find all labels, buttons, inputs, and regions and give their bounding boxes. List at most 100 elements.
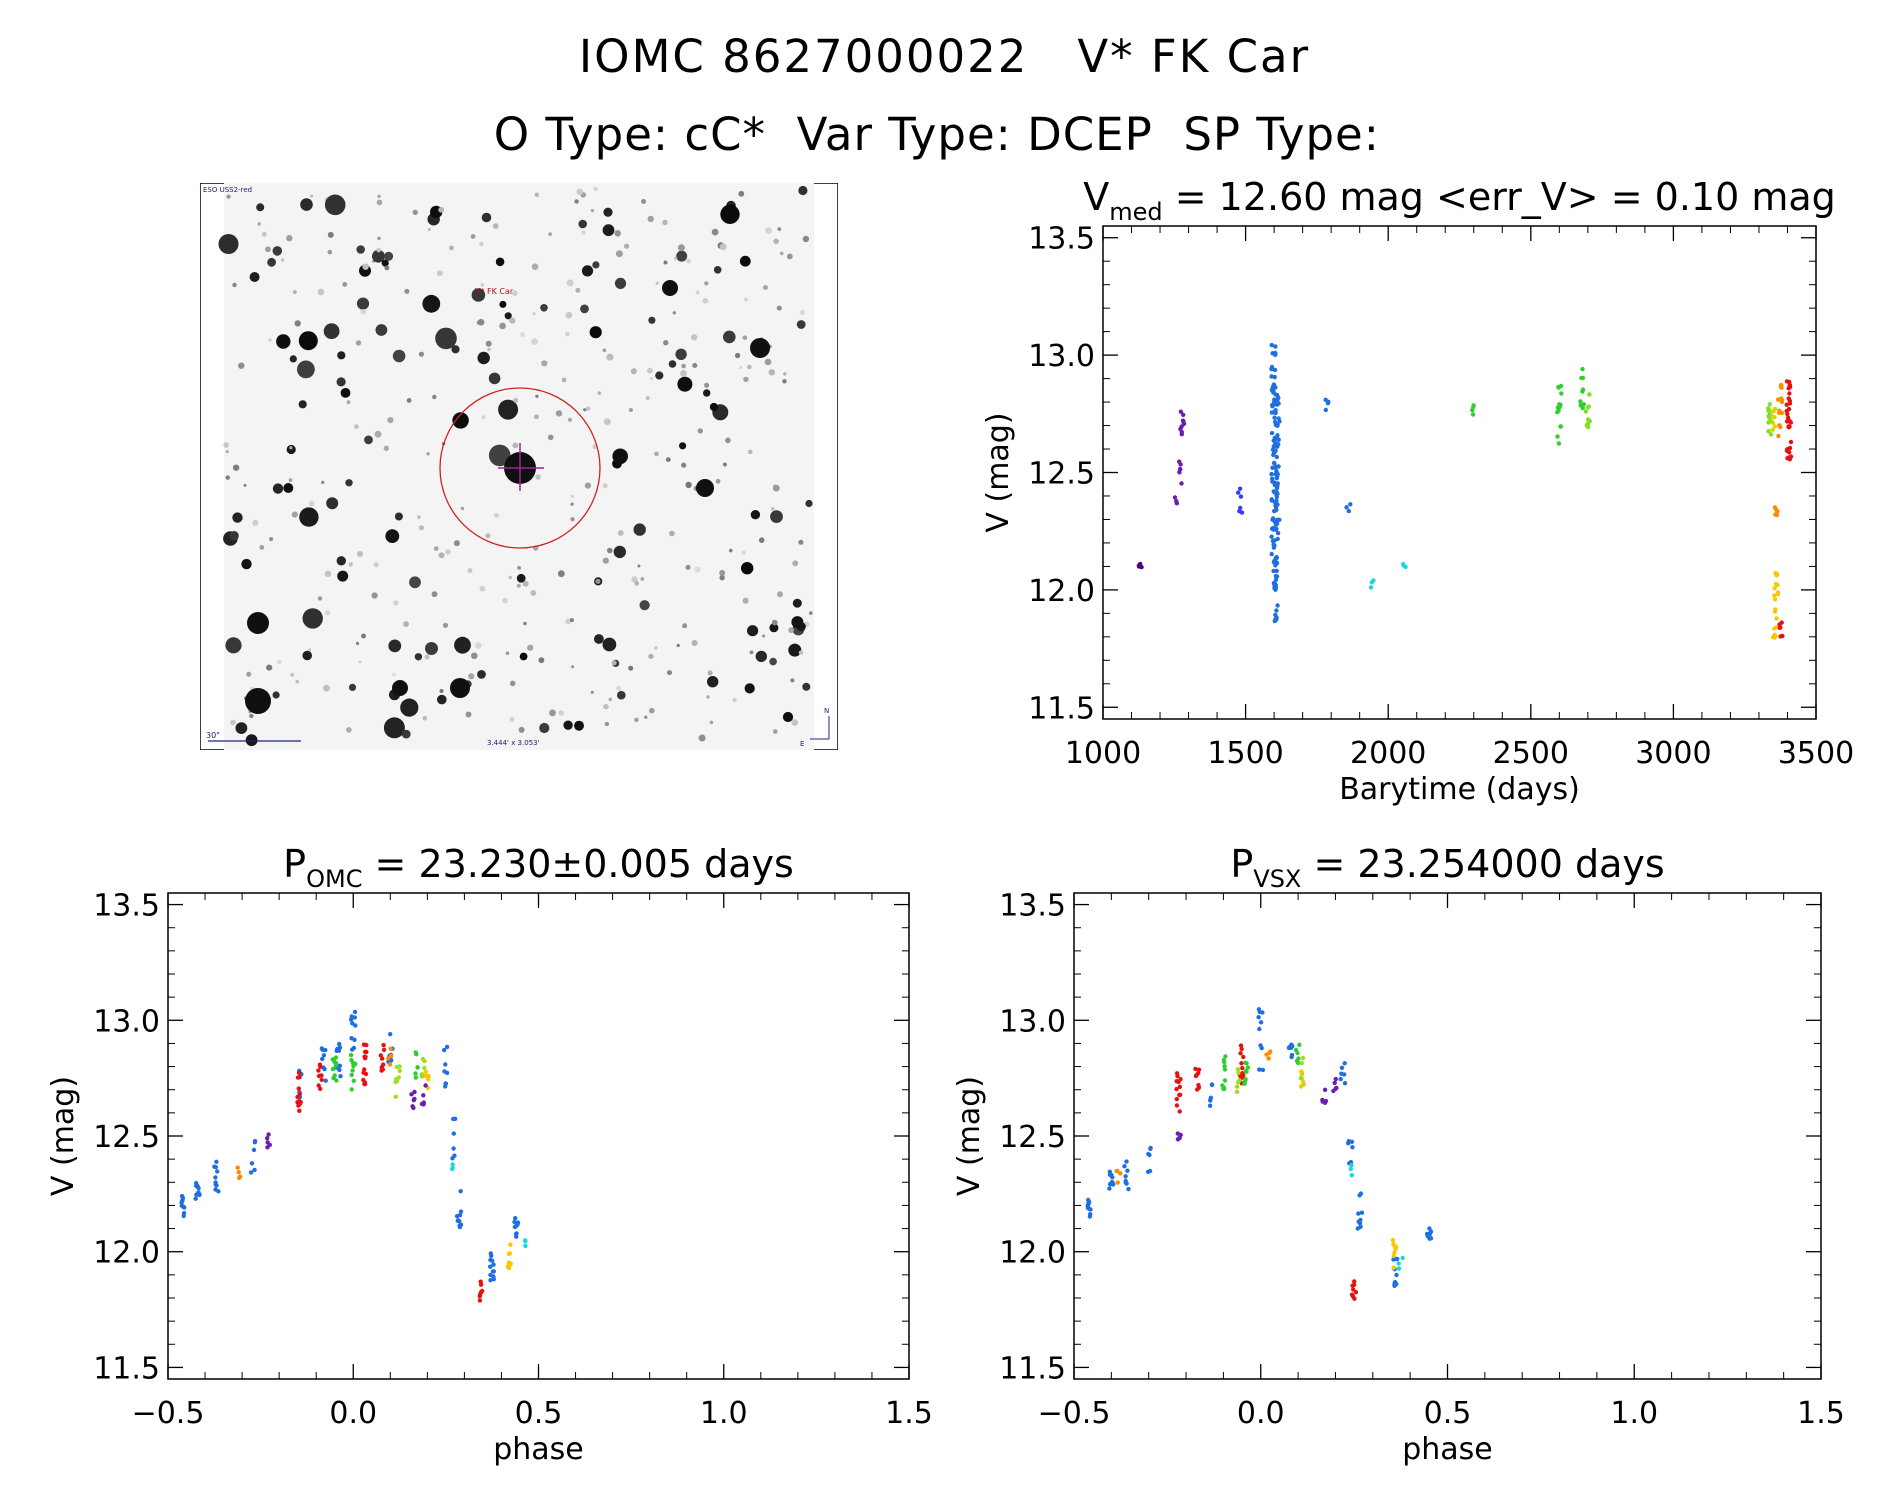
star bbox=[704, 382, 710, 388]
data-point bbox=[1270, 516, 1276, 521]
series-s10 bbox=[1772, 382, 1785, 518]
star bbox=[381, 259, 389, 267]
y-tick-label: 12.5 bbox=[1028, 457, 1095, 492]
star bbox=[578, 219, 587, 229]
data-point bbox=[1222, 1059, 1227, 1065]
star bbox=[385, 529, 400, 543]
data-point bbox=[1356, 1211, 1361, 1216]
star bbox=[360, 309, 366, 315]
data-point bbox=[1768, 432, 1774, 437]
data-point bbox=[1774, 511, 1779, 516]
data-point bbox=[523, 1243, 528, 1249]
star bbox=[384, 251, 394, 261]
data-point bbox=[444, 1044, 450, 1050]
lightcurve-chart: 1000 1500 2000 2500 3000 3500 11.5 12.0 12.5 13.0… bbox=[981, 175, 1854, 807]
data-point bbox=[396, 1075, 401, 1080]
data-point bbox=[1087, 1206, 1092, 1212]
star bbox=[259, 545, 265, 550]
star bbox=[249, 272, 260, 282]
star bbox=[534, 192, 539, 197]
data-point bbox=[1179, 432, 1184, 437]
star bbox=[297, 360, 315, 379]
data-point bbox=[1269, 430, 1275, 436]
data-point bbox=[1269, 364, 1275, 370]
y-axis-label: V (mag) bbox=[952, 1076, 987, 1196]
star bbox=[665, 457, 671, 462]
data-point bbox=[443, 1062, 448, 1067]
data-point bbox=[1110, 1180, 1115, 1185]
y-tick-label: 11.5 bbox=[999, 1351, 1066, 1386]
data-point bbox=[1107, 1186, 1112, 1191]
data-point bbox=[319, 1073, 324, 1078]
data-point bbox=[1086, 1197, 1091, 1203]
data-point bbox=[394, 1079, 400, 1084]
data-point bbox=[491, 1262, 496, 1267]
data-point bbox=[1322, 1100, 1328, 1105]
star bbox=[276, 334, 291, 349]
data-point bbox=[1275, 423, 1280, 428]
data-point bbox=[1557, 404, 1563, 410]
data-point bbox=[426, 1077, 431, 1082]
series-p-red bbox=[295, 1042, 485, 1303]
data-point bbox=[318, 1086, 323, 1091]
star bbox=[485, 533, 491, 539]
data-point bbox=[1222, 1067, 1228, 1072]
data-point bbox=[1325, 401, 1331, 406]
data-point bbox=[351, 1078, 356, 1083]
star bbox=[406, 398, 412, 403]
star bbox=[362, 263, 369, 270]
data-point bbox=[1244, 1061, 1249, 1066]
star bbox=[765, 227, 772, 234]
star bbox=[615, 250, 623, 258]
data-point bbox=[1269, 342, 1274, 348]
data-point bbox=[251, 1147, 257, 1153]
data-point bbox=[1784, 448, 1790, 453]
data-point bbox=[193, 1196, 198, 1201]
data-point bbox=[1239, 1061, 1244, 1066]
data-point bbox=[1275, 471, 1280, 477]
star bbox=[741, 562, 754, 575]
star bbox=[383, 445, 389, 451]
data-point bbox=[1115, 1180, 1120, 1185]
data-point bbox=[1178, 409, 1184, 414]
y-tick-label: 11.5 bbox=[1028, 691, 1095, 726]
star bbox=[289, 355, 297, 363]
data-point bbox=[1244, 1069, 1249, 1074]
star bbox=[520, 332, 526, 337]
star bbox=[519, 652, 528, 661]
x-tick-label: 1000 bbox=[1065, 736, 1141, 771]
star bbox=[245, 734, 258, 747]
data-point bbox=[443, 1081, 448, 1086]
star bbox=[570, 494, 575, 498]
star bbox=[742, 335, 748, 340]
data-point bbox=[1295, 1050, 1300, 1056]
star bbox=[477, 670, 486, 679]
y-tick-label: 12.0 bbox=[93, 1236, 160, 1271]
data-point bbox=[1195, 1087, 1200, 1092]
star bbox=[603, 207, 613, 217]
data-point bbox=[349, 1087, 354, 1092]
star bbox=[648, 316, 656, 324]
star bbox=[644, 715, 648, 719]
data-point bbox=[297, 1091, 302, 1097]
star bbox=[451, 345, 460, 354]
data-point bbox=[1147, 1152, 1152, 1158]
series-p-purple bbox=[265, 1083, 428, 1150]
data-point bbox=[1323, 397, 1328, 402]
data-point bbox=[442, 1047, 447, 1053]
data-point bbox=[1272, 374, 1277, 380]
star bbox=[229, 531, 239, 541]
data-point bbox=[1272, 367, 1278, 373]
data-point bbox=[1371, 578, 1376, 583]
star bbox=[310, 194, 314, 198]
data-point bbox=[361, 1042, 367, 1047]
data-point bbox=[318, 1064, 323, 1069]
star bbox=[645, 396, 650, 401]
data-point bbox=[1772, 609, 1778, 614]
star bbox=[218, 234, 239, 254]
data-point bbox=[1273, 440, 1278, 446]
data-point bbox=[450, 1156, 455, 1161]
star bbox=[569, 618, 574, 623]
data-point bbox=[458, 1209, 464, 1214]
data-point bbox=[488, 1257, 493, 1263]
